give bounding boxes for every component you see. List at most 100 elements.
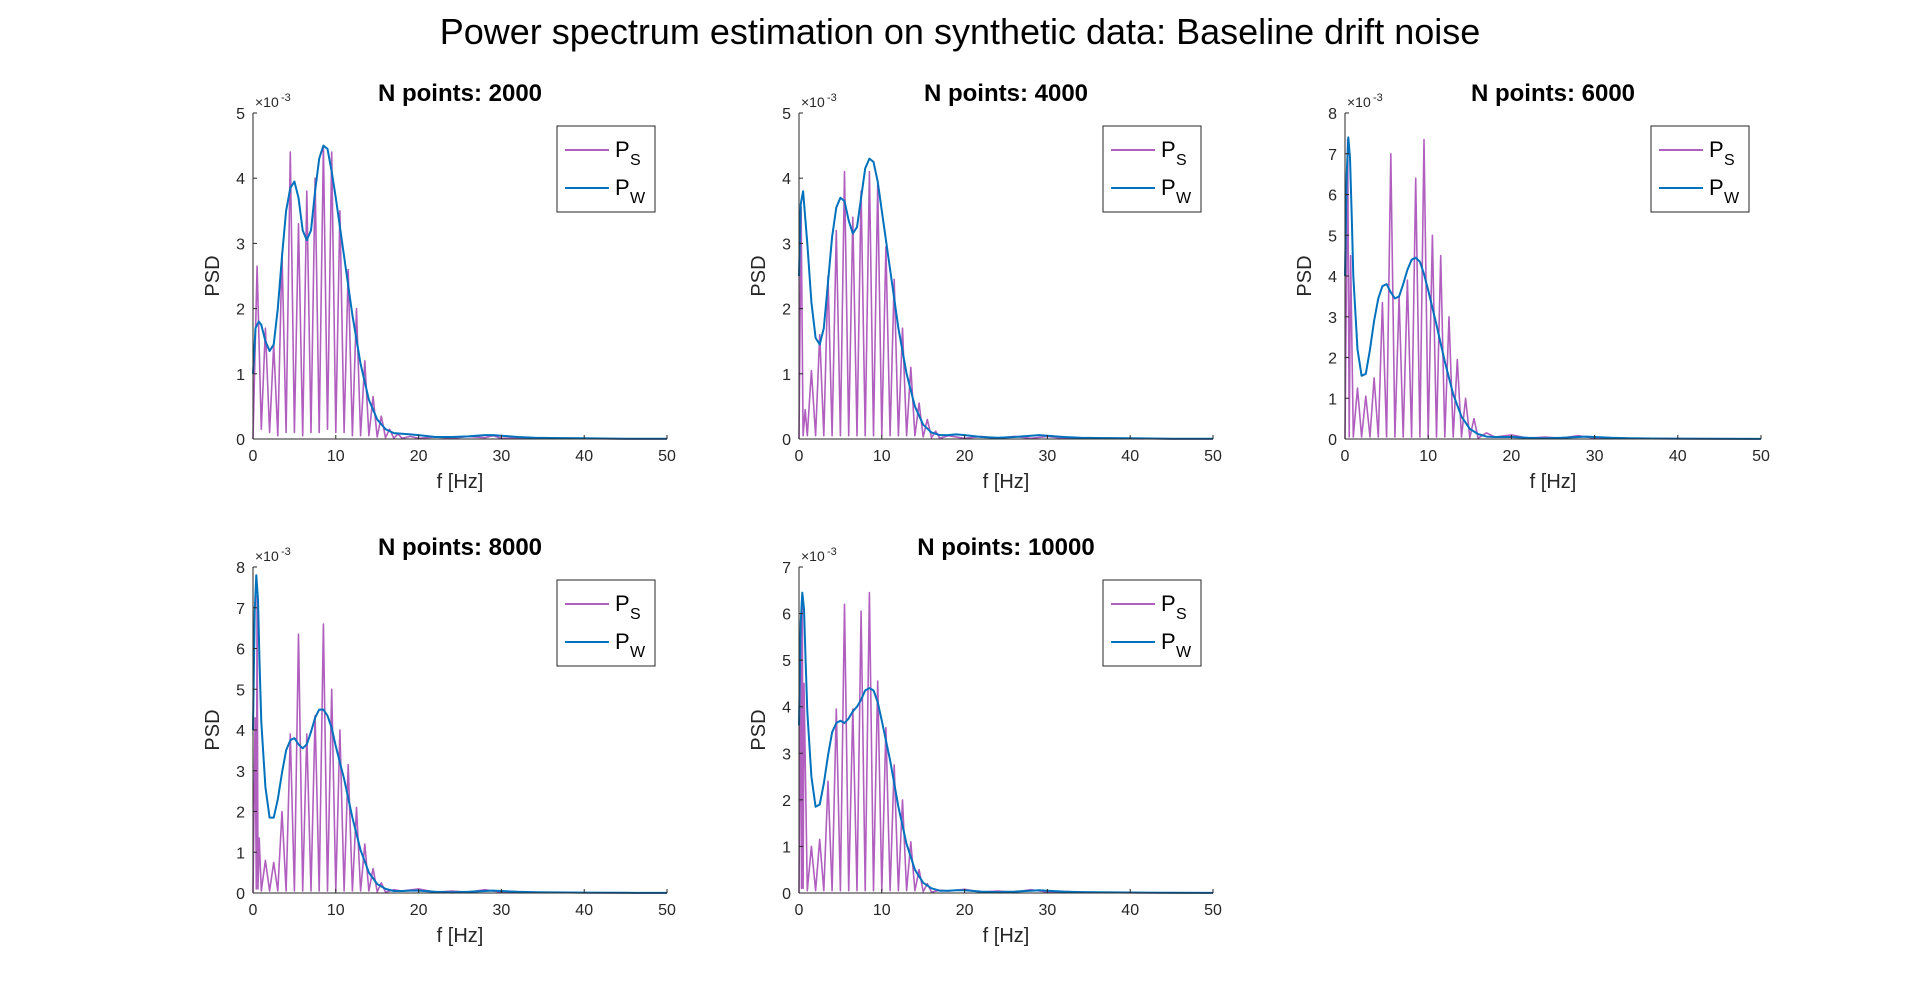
legend-label-s: P <box>615 591 630 616</box>
subplot-4: 0 10 20 30 40 50 0 1 2 3 4 5 6 7 8 ×10 -3 N points: 8000 f… <box>202 534 676 947</box>
series-line-p-w <box>1344 136 1762 440</box>
y-axis-label: PSD <box>1294 255 1316 296</box>
subplot-title: N points: 8000 <box>378 534 542 561</box>
subplot-5: 0 10 20 30 40 50 0 1 2 3 4 5 6 7 ×10 -3 N points: 10000 f… <box>748 534 1222 947</box>
x-axis-label: f [Hz] <box>437 471 484 493</box>
y-tick-label: 7 <box>236 601 245 618</box>
x-tick-label: 20 <box>956 448 974 465</box>
y-tick-label: 1 <box>1328 391 1337 408</box>
y-tick-label: 0 <box>782 432 791 449</box>
x-tick-label: 20 <box>1503 448 1521 465</box>
x-axis-label: f [Hz] <box>1530 471 1577 493</box>
legend: P SP W <box>556 579 656 667</box>
y-tick-label: 4 <box>1328 269 1337 286</box>
y-tick-label: 7 <box>782 560 791 577</box>
y-tick-label: 3 <box>236 764 245 781</box>
legend-subscript-s: S <box>1176 606 1187 623</box>
y-tick-label: 2 <box>236 302 245 319</box>
legend-subscript-w: W <box>1176 190 1192 207</box>
x-axis-label: f [Hz] <box>983 925 1030 947</box>
legend-subscript-w: W <box>630 644 646 661</box>
y-tick-label: 1 <box>236 845 245 862</box>
subplot-title: N points: 10000 <box>917 534 1094 561</box>
legend-box <box>556 125 656 213</box>
x-tick-label: 50 <box>658 448 676 465</box>
y-tick-label: 5 <box>782 653 791 670</box>
x-axis-label: f [Hz] <box>983 471 1030 493</box>
y-tick-label: 2 <box>1328 351 1337 368</box>
y-exponent-label: ×10 <box>255 548 279 564</box>
y-tick-label: 4 <box>782 700 791 717</box>
legend: P SP W <box>556 125 656 213</box>
x-tick-label: 30 <box>1586 448 1604 465</box>
x-tick-label: 0 <box>795 448 804 465</box>
series-line-p-w <box>798 591 1214 894</box>
y-tick-label: 8 <box>1328 106 1337 123</box>
y-tick-label: 0 <box>236 886 245 903</box>
legend-label-w: P <box>1709 175 1724 200</box>
x-tick-label: 20 <box>956 902 974 919</box>
y-tick-label: 3 <box>782 746 791 763</box>
x-tick-label: 40 <box>1121 448 1139 465</box>
legend: P SP W <box>1650 125 1750 213</box>
y-exponent-label: ×10 <box>801 548 825 564</box>
legend-subscript-w: W <box>630 190 646 207</box>
x-tick-label: 50 <box>1752 448 1770 465</box>
legend-box <box>1650 125 1750 213</box>
x-tick-label: 10 <box>873 448 891 465</box>
y-tick-label: 3 <box>236 236 245 253</box>
y-tick-label: 0 <box>1328 432 1337 449</box>
subplot-1: 0 10 20 30 40 50 0 1 2 3 4 5 ×10 -3 N points: 2000 f [H… <box>202 80 676 493</box>
subplot-2: 0 10 20 30 40 50 0 1 2 3 4 5 ×10 -3 N points: 4000 f [H… <box>748 80 1222 493</box>
x-tick-label: 0 <box>1341 448 1350 465</box>
x-tick-label: 0 <box>249 448 258 465</box>
legend-box <box>1102 125 1202 213</box>
subplot-title: N points: 4000 <box>924 80 1088 107</box>
x-tick-label: 40 <box>575 448 593 465</box>
series-line-p-w <box>252 574 668 894</box>
y-tick-label: 1 <box>782 367 791 384</box>
y-tick-label: 4 <box>236 723 245 740</box>
y-tick-label: 2 <box>782 793 791 810</box>
y-tick-label: 7 <box>1328 147 1337 164</box>
x-tick-label: 30 <box>1039 448 1057 465</box>
y-exponent-power: -3 <box>281 546 291 558</box>
legend-label-s: P <box>615 137 630 162</box>
y-tick-label: 2 <box>782 302 791 319</box>
x-tick-label: 10 <box>327 902 345 919</box>
subplot-title: N points: 6000 <box>1471 80 1635 107</box>
series-line-p-w <box>798 157 1214 440</box>
y-axis-label: PSD <box>202 255 224 296</box>
y-tick-label: 2 <box>236 805 245 822</box>
y-exponent-power: -3 <box>827 92 837 104</box>
y-tick-label: 3 <box>782 236 791 253</box>
x-tick-label: 40 <box>575 902 593 919</box>
x-tick-label: 30 <box>493 448 511 465</box>
x-tick-label: 50 <box>1204 902 1222 919</box>
y-tick-label: 3 <box>1328 310 1337 327</box>
y-exponent-label: ×10 <box>801 94 825 110</box>
legend: P SP W <box>1102 579 1202 667</box>
x-tick-label: 30 <box>1039 902 1057 919</box>
x-tick-label: 10 <box>1419 448 1437 465</box>
x-tick-label: 0 <box>795 902 804 919</box>
x-tick-label: 30 <box>493 902 511 919</box>
y-tick-label: 5 <box>236 682 245 699</box>
legend-label-w: P <box>615 629 630 654</box>
series-line-p-s <box>252 144 668 440</box>
x-tick-label: 40 <box>1121 902 1139 919</box>
legend-label-s: P <box>1709 137 1724 162</box>
subplot-title: N points: 2000 <box>378 80 542 107</box>
legend-label-s: P <box>1161 137 1176 162</box>
y-exponent-power: -3 <box>827 546 837 558</box>
y-tick-label: 6 <box>236 642 245 659</box>
legend: P SP W <box>1102 125 1202 213</box>
y-exponent-power: -3 <box>1373 92 1383 104</box>
x-tick-label: 10 <box>873 902 891 919</box>
y-axis-label: PSD <box>202 709 224 750</box>
y-tick-label: 6 <box>1328 188 1337 205</box>
legend-label-w: P <box>615 175 630 200</box>
y-tick-label: 1 <box>782 839 791 856</box>
y-tick-label: 0 <box>236 432 245 449</box>
